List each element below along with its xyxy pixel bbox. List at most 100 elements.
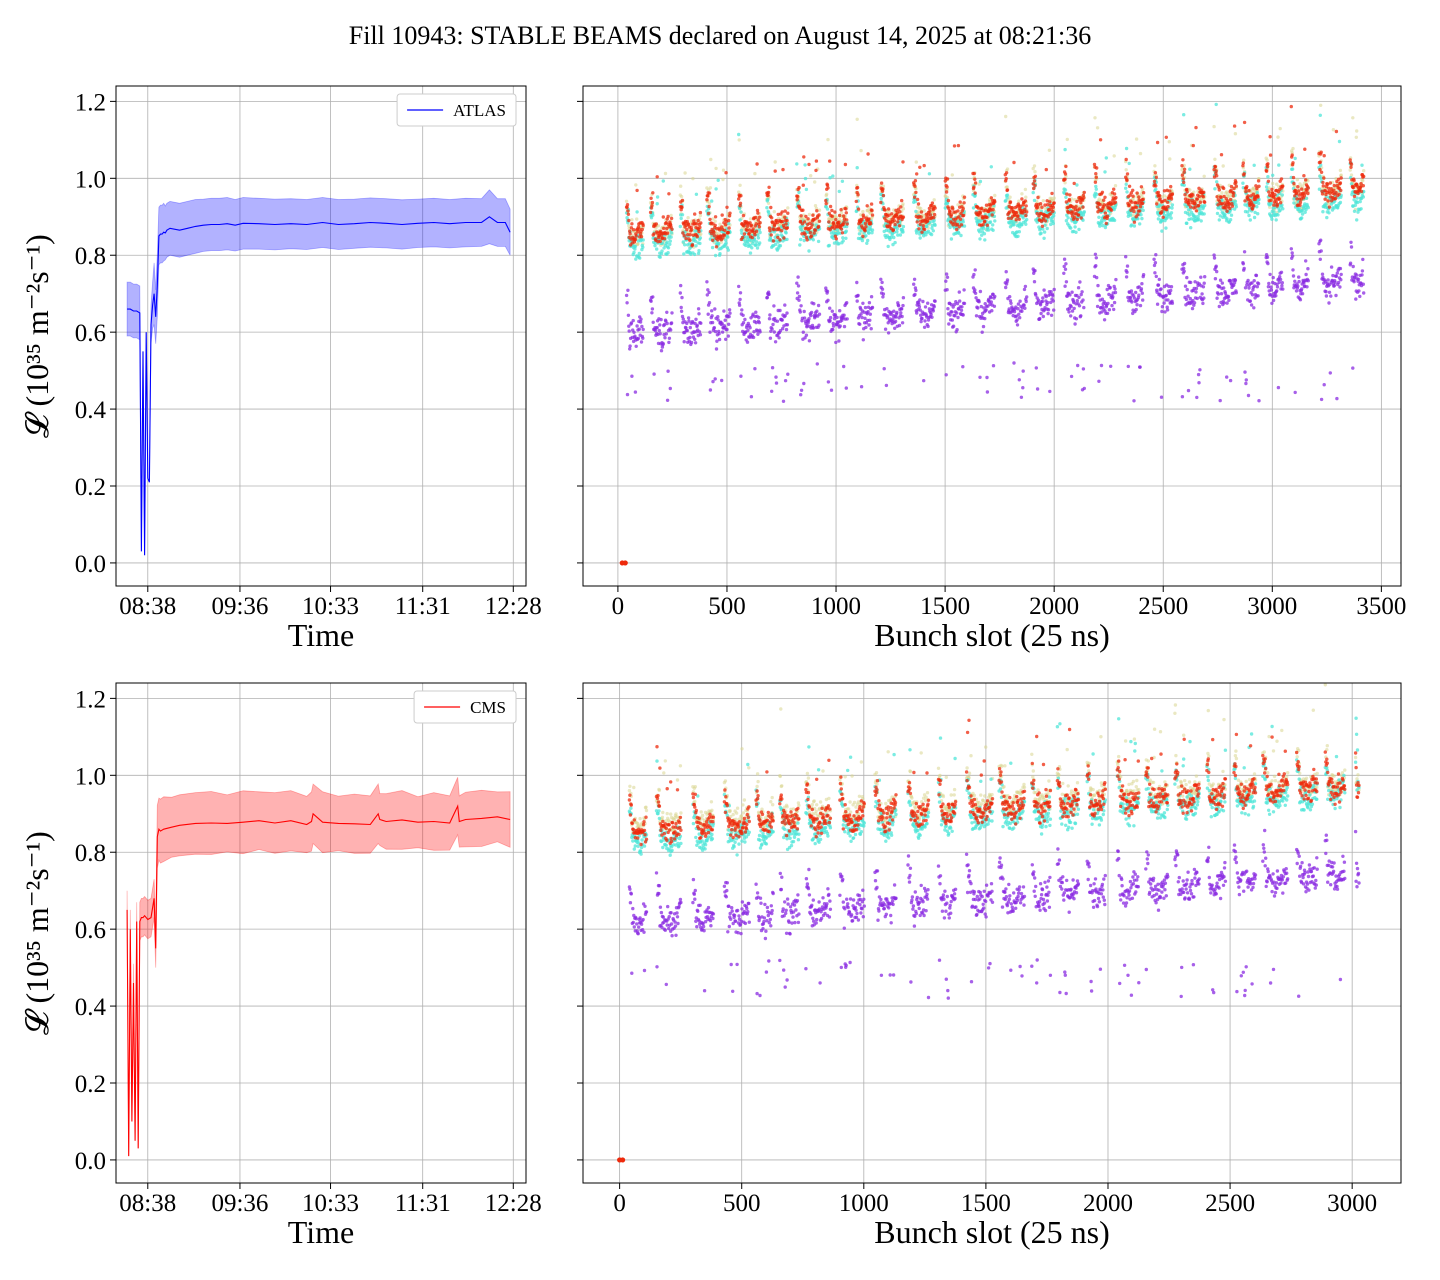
atlas-bunch-point (706, 312, 710, 316)
atlas-bunch-point (1072, 306, 1076, 311)
atlas-bunch-point (707, 290, 711, 295)
atlas-bunch-point (814, 168, 818, 173)
atlas-bunch-point (931, 309, 935, 313)
atlas-bunch-point (726, 248, 730, 252)
atlas-bunch-point (719, 240, 723, 244)
atlas-bunch-point (815, 362, 819, 366)
atlas-bunch-point (757, 315, 761, 320)
atlas-bunch-point (754, 243, 758, 247)
atlas-bunch-point (624, 199, 629, 203)
atlas-bunch-point (717, 228, 722, 232)
atlas-bunch-point (626, 212, 631, 216)
atlas-bunch-point (685, 321, 689, 326)
atlas-bunch-point (1131, 194, 1135, 198)
atlas-bunch-point (845, 301, 849, 305)
atlas-bunch-point (1109, 208, 1114, 212)
atlas-bunch-point (739, 374, 743, 378)
atlas-bunch-point (1297, 279, 1301, 284)
atlas-bunch-point (1302, 194, 1307, 198)
atlas-bunch-point (989, 196, 993, 200)
atlas-bunch-point (914, 160, 918, 164)
atlas-bunch-point (1321, 184, 1326, 188)
atlas-bunch-point (1290, 251, 1294, 255)
atlas-bunch-point (738, 183, 742, 187)
atlas-bunch-point (1233, 132, 1238, 136)
atlas-bunch-point (989, 165, 993, 169)
atlas-bunch-point (710, 199, 714, 203)
atlas-bunch-point (1135, 191, 1139, 195)
atlas-bunch-point (1048, 389, 1052, 394)
atlas-bunch-point (1225, 217, 1229, 221)
atlas-bunch-point (1327, 301, 1331, 305)
atlas-bunch-point (1212, 256, 1217, 260)
atlas-bunch-point (1018, 299, 1022, 303)
atlas-bunch-point (1124, 146, 1129, 151)
atlas-bunch-point (900, 321, 905, 325)
atlas-bunch-point (1052, 196, 1056, 200)
atlas-bunch-point (698, 213, 703, 218)
atlas-bunch-point (974, 216, 978, 221)
atlas-bunch-point (1226, 295, 1231, 299)
atlas-bunch-point (881, 187, 885, 191)
atlas-bunch-point (1140, 291, 1145, 295)
atlas-bunch-point (1070, 290, 1074, 294)
atlas-bunch-point (1327, 211, 1331, 215)
atlas-bunch-point (885, 307, 889, 311)
atlas-bunch-point (1191, 143, 1196, 148)
atlas-bunch-point (1225, 209, 1229, 213)
atlas-bunch-point (955, 328, 959, 332)
atlas-bunch-point (689, 340, 694, 345)
atlas-bunch-point (1277, 163, 1281, 167)
atlas-bunch-point (863, 229, 867, 233)
atlas-bunch-point (1275, 282, 1279, 286)
atlas-bunch-point (933, 299, 937, 303)
atlas-bunch-point (811, 326, 815, 330)
atlas-bunch-point (693, 341, 698, 345)
atlas-bunch-point (1213, 187, 1217, 191)
atlas-bunch-point (782, 236, 786, 240)
atlas-bunch-point (1234, 291, 1239, 295)
atlas-bunch-point (901, 215, 906, 219)
atlas-bunch-point (868, 312, 872, 316)
atlas-bunch-point (1024, 213, 1028, 218)
atlas-bunch-point (1188, 296, 1193, 301)
atlas-bunch-point (1141, 208, 1145, 213)
atlas-bunch-point (1272, 203, 1276, 207)
atlas-bunch-point (1152, 263, 1157, 268)
atlas-bunch-point (688, 325, 692, 330)
atlas-bunch-point (1255, 285, 1260, 289)
atlas-bunch-point (766, 193, 770, 197)
atlas-bunch-point (946, 198, 951, 203)
atlas-bunch-point (1169, 184, 1173, 189)
atlas-bunch-point (699, 232, 703, 236)
atlas-bunch-point (1320, 186, 1324, 191)
atlas-bunch-point (1182, 261, 1187, 266)
atlas-bunch-point (648, 210, 653, 215)
atlas-bunch-point (1041, 314, 1046, 319)
atlas-bunch-point (1213, 157, 1217, 161)
atlas-bunch-point (1327, 290, 1332, 294)
atlas-bunch-point (1217, 218, 1222, 222)
atlas-bunch-point (1247, 213, 1251, 218)
atlas-bunch-point (1362, 169, 1366, 173)
atlas-bunch-point (1319, 163, 1323, 167)
atlas-bunch-point (1253, 210, 1257, 215)
atlas-bunch-point (1242, 172, 1246, 176)
atlas-bunch-point (741, 313, 745, 317)
atlas-bunch-point (1098, 224, 1102, 228)
atlas-bunch-point (770, 389, 774, 393)
atlas-bunch-point (1169, 216, 1173, 220)
atlas-bunch-point (628, 347, 632, 351)
atlas-time-xtick-label-2: 10:33 (302, 593, 359, 620)
atlas-bunch-point (713, 253, 718, 258)
atlas-bunch-point (1170, 192, 1175, 196)
atlas-bunch-point (746, 328, 750, 332)
atlas-bunch-point (630, 218, 634, 222)
atlas-bunch-point (1234, 205, 1239, 209)
atlas-bunch-point (1103, 195, 1107, 199)
atlas-bunch-point (1257, 184, 1261, 188)
atlas-bunch-point (838, 213, 842, 218)
atlas-bunch-point (1074, 230, 1078, 234)
atlas-bunch-point (707, 301, 712, 305)
atlas-bunch-point (1016, 302, 1021, 306)
